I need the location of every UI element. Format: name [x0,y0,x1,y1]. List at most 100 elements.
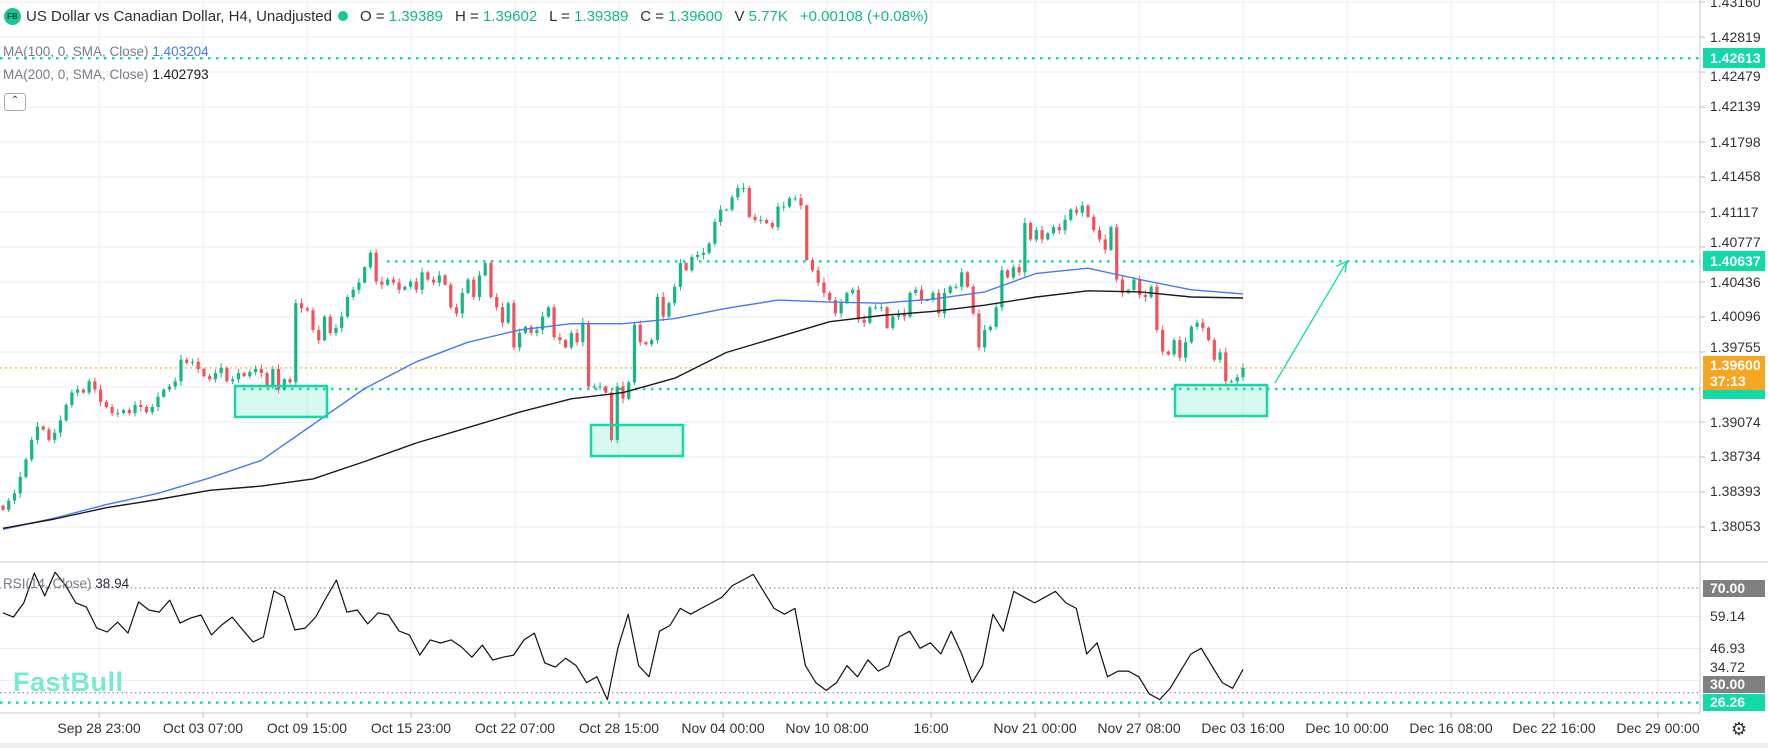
ma100-legend[interactable]: MA(100, 0, SMA, Close) 1.403204 [3,44,209,59]
candle-body [592,386,596,388]
candle-body [1155,286,1159,330]
candle-body [960,272,964,287]
candle-body [764,219,769,223]
candle-body [420,272,424,290]
candle-body [1040,230,1044,240]
candle-body [41,426,45,430]
candle-body [661,297,665,317]
candle-body [477,275,482,298]
candles [1,183,1245,513]
candle-body [299,303,304,309]
candle-body [1143,294,1148,298]
candle-body [1138,279,1142,295]
candle-body [776,206,780,228]
bottom-bar [0,743,1768,748]
candle-body [644,342,648,345]
candle-body [236,373,240,380]
candle-body [925,300,929,302]
candle-body [707,243,711,253]
price-axis-label: 1.41458 [1710,168,1761,185]
candle-body [937,292,941,314]
candle-body [58,420,63,433]
ma200-legend[interactable]: MA(200, 0, SMA, Close) 1.402793 [3,67,209,82]
candle-body [1046,233,1050,240]
candle-body [351,289,355,298]
candle-body [873,307,878,309]
candle-body [242,373,246,377]
price-axis-label: 1.40436 [1710,273,1761,290]
candle-countdown: 37:13 [1710,373,1746,389]
candle-body [305,308,309,311]
time-axis-label: Oct 28 15:00 [578,720,660,736]
candle-body [1241,367,1245,378]
candle-body [76,389,80,393]
candle-body [793,198,797,200]
candle-body [506,303,510,323]
candle-body [231,379,235,382]
market-status-dot-icon [337,11,348,21]
rsi-level-badge: 30.00 [1703,676,1765,694]
price-axis-label: 1.43160 [1710,0,1761,10]
candle-body [971,286,975,314]
symbol-title[interactable]: US Dollar vs Canadian Dollar, H4, Unadju… [26,7,332,25]
candle-body [328,316,332,333]
fastbull-logo: FB [4,7,21,25]
time-axis-label: Oct 15 23:00 [370,720,452,736]
candle-body [816,270,820,283]
candle-body [70,392,74,405]
candle-body [322,316,327,341]
last-price-value: 1.39600 [1710,357,1761,373]
price-level-badge: 1.40637 [1703,251,1765,272]
candle-body [437,275,441,283]
candle-body [988,326,993,330]
candle-body [1166,351,1170,355]
candle-body [586,322,591,387]
candle-body [265,373,269,387]
candle-body [977,313,981,348]
candle-body [1229,381,1234,383]
candle-body [667,303,671,317]
candle-body [276,368,281,390]
candle-body [747,188,751,217]
moving-averages [2,267,1244,530]
rsi-axis-label: 34.72 [1710,659,1746,676]
candle-body [678,263,683,287]
candle-body [604,386,608,393]
price-axis-label: 1.39755 [1710,339,1761,355]
rsi-line [2,571,1244,701]
candle-body [1189,326,1193,343]
candle-body [851,289,855,293]
candle-body [380,281,384,285]
collapse-legend-button[interactable]: ⌃ [4,93,26,111]
candle-body [357,282,361,290]
candle-body [1069,209,1073,220]
candle-body [718,209,723,222]
candle-body [696,254,700,257]
price-level-badge: 1.42613 [1703,48,1765,69]
candle-body [902,313,906,317]
time-axis-label: Sep 28 23:00 [57,720,141,736]
candle-body [563,340,568,348]
candle-body [1161,329,1165,352]
rsi-axis-label: 46.93 [1710,639,1746,656]
candle-body [914,289,918,293]
rsi-legend[interactable]: RSI(14, Close) 38.94 [3,576,130,591]
candle-body [1109,227,1113,250]
candle-body [1017,267,1021,273]
candle-body [1006,270,1010,278]
candle-body [558,337,562,341]
candle-body [1000,270,1004,308]
candle-body [833,300,838,314]
candle-body [862,319,866,323]
candle-body [1132,279,1136,290]
fastbull-watermark: FastBull [13,667,124,697]
candle-body [93,381,97,390]
candle-body [282,379,286,390]
candle-body [609,392,614,440]
candle-body [18,476,22,494]
gear-icon[interactable]: ⚙ [1730,719,1748,739]
candle-body [598,386,602,388]
price-axis-label: 1.38393 [1710,483,1761,500]
